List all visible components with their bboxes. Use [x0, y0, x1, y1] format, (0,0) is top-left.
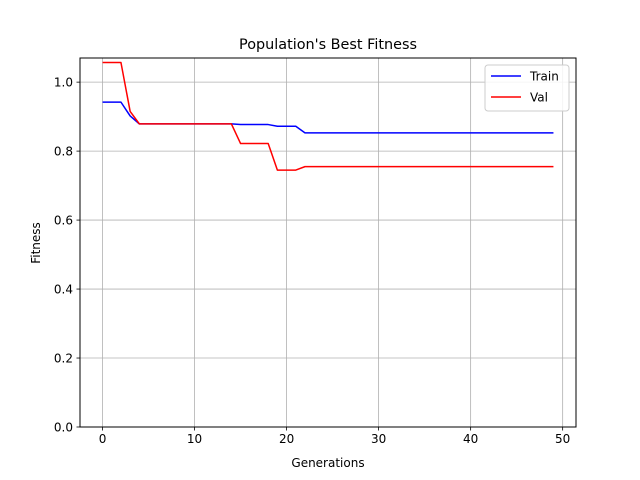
- y-tick-label: 1.0: [54, 76, 73, 90]
- x-axis-ticks: 0 10 20 30 40 50: [99, 427, 570, 446]
- plot-frame: [79, 57, 577, 428]
- y-tick-label: 0.4: [54, 283, 73, 297]
- x-tick-label: 0: [99, 432, 107, 446]
- legend-label-val: Val: [530, 91, 548, 105]
- series-line-val: [102, 61, 554, 171]
- y-tick-label: 0.6: [54, 214, 73, 228]
- grid-lines: [80, 58, 576, 428]
- x-tick-label: 50: [555, 432, 570, 446]
- x-tick-label: 40: [463, 432, 478, 446]
- x-tick-label: 10: [187, 432, 202, 446]
- x-tick-label: 20: [279, 432, 294, 446]
- y-tick-label: 0.0: [54, 421, 73, 435]
- y-axis-label: Fitness: [29, 222, 43, 264]
- series-lines: [102, 61, 554, 171]
- legend: Train Val: [484, 64, 570, 112]
- y-axis-ticks: 0.0 0.2 0.4 0.6 0.8 1.0: [54, 76, 80, 435]
- series-line-train: [102, 101, 554, 134]
- x-axis-label: Generations: [291, 456, 364, 470]
- y-tick-label: 0.8: [54, 145, 73, 159]
- legend-label-train: Train: [529, 70, 559, 84]
- y-tick-label: 0.2: [54, 352, 73, 366]
- x-tick-label: 30: [371, 432, 386, 446]
- chart-title: Population's Best Fitness: [239, 37, 417, 53]
